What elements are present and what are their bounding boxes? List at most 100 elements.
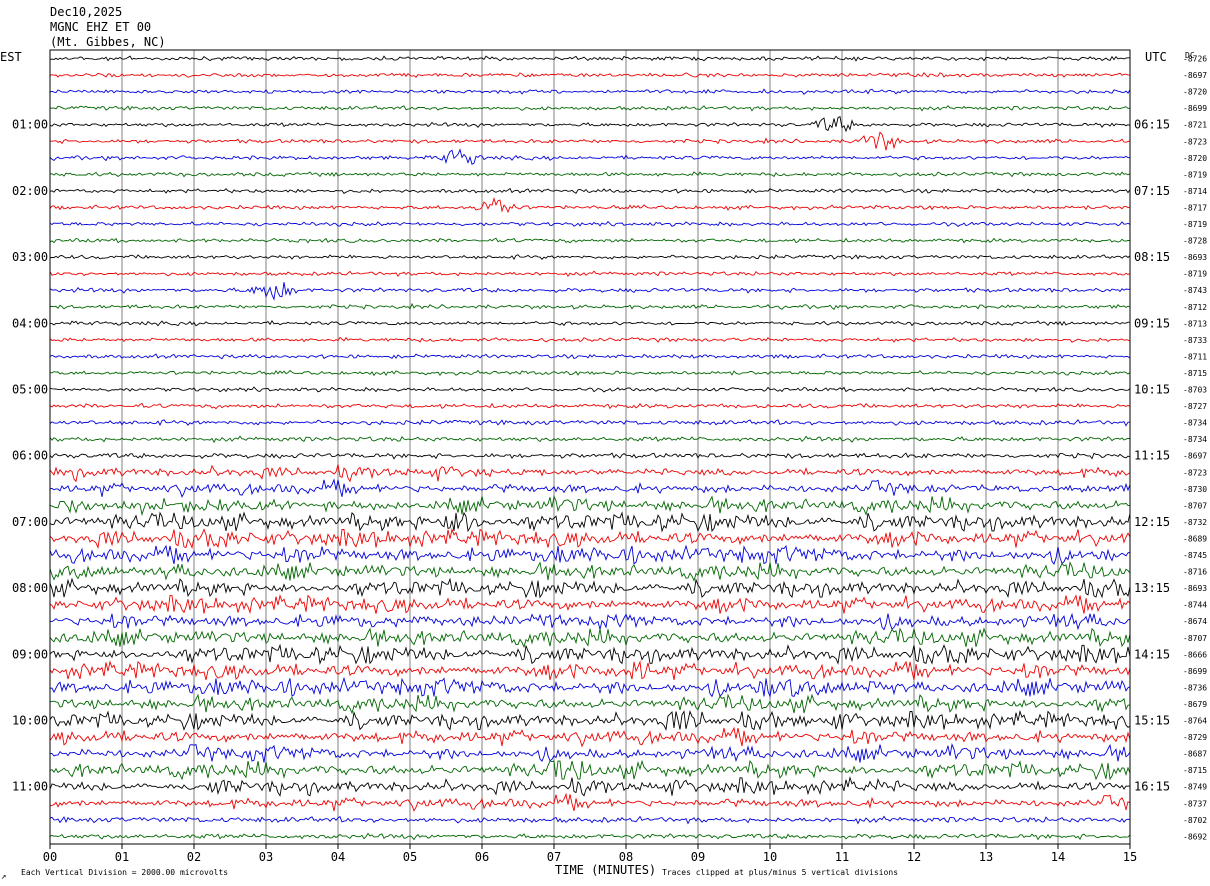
- x-tick-label-09: 09: [691, 850, 705, 864]
- right-hour-label: 14:15: [1134, 647, 1170, 661]
- dc-offset-label: -8692: [1183, 832, 1207, 841]
- trace-row-36: [49, 627, 1131, 649]
- trace-row-46: [49, 792, 1131, 812]
- trace-row-5: [49, 116, 1131, 133]
- right-hour-label: 12:15: [1134, 515, 1170, 529]
- dc-offset-label: -8736: [1183, 683, 1207, 692]
- trace-row-37: [49, 643, 1131, 666]
- dc-offset-label: -8707: [1183, 634, 1207, 643]
- left-hour-label: 09:00: [12, 647, 48, 661]
- grid-lines: [121, 50, 1059, 844]
- x-tick-label-11: 11: [835, 850, 849, 864]
- dc-offset-label: -8697: [1183, 71, 1207, 80]
- right-hour-label: 07:15: [1134, 184, 1170, 198]
- dc-offset-label: -8699: [1183, 104, 1207, 113]
- scale-note: Each Vertical Division = 2000.00 microvo…: [21, 868, 228, 877]
- x-tick-label-06: 06: [475, 850, 489, 864]
- trace-row-13: [49, 254, 1131, 260]
- trace-row-8: [49, 171, 1131, 178]
- dc-offset-label: -8764: [1183, 717, 1207, 726]
- trace-row-9: [49, 187, 1131, 194]
- trace-row-24: [49, 435, 1131, 444]
- dc-offset-label: -8734: [1183, 419, 1207, 428]
- trace-row-4: [49, 105, 1131, 112]
- dc-offset-label: -8702: [1183, 816, 1207, 825]
- dc-offset-label: -8715: [1183, 766, 1207, 775]
- dc-offset-label: -8719: [1183, 220, 1207, 229]
- trace-row-6: [49, 131, 1131, 151]
- trace-row-48: [49, 832, 1131, 841]
- dc-offset-label: -8693: [1183, 253, 1207, 262]
- trace-row-34: [49, 593, 1131, 615]
- dc-header-label: DC: [1185, 51, 1195, 60]
- dc-offset-label: -8723: [1183, 468, 1207, 477]
- trace-row-33: [49, 577, 1131, 599]
- dc-offset-label: -8711: [1183, 352, 1207, 361]
- dc-offset-label: -8666: [1183, 650, 1207, 659]
- trace-row-7: [49, 148, 1131, 165]
- dc-offset-label: -8733: [1183, 336, 1207, 345]
- dc-offset-label: -8689: [1183, 534, 1207, 543]
- x-tick-label-05: 05: [403, 850, 417, 864]
- dc-offset-label: -8743: [1183, 286, 1207, 295]
- dc-offset-label: -8715: [1183, 369, 1207, 378]
- right-hour-label: 15:15: [1134, 714, 1170, 728]
- dc-offset-label: -8693: [1183, 584, 1207, 593]
- trace-row-44: [49, 759, 1131, 781]
- label-layer: 00 01 02 03 04 05 06 07 08 09 10 11 12 13 14 15 -8726 -86…: [12, 55, 1207, 865]
- left-hour-label: 03:00: [12, 250, 48, 264]
- trace-row-30: [49, 527, 1131, 550]
- trace-row-1: [49, 55, 1130, 62]
- trace-row-23: [49, 419, 1130, 427]
- x-tick-label-12: 12: [907, 850, 921, 864]
- trace-row-42: [49, 726, 1131, 748]
- left-hour-label: 02:00: [12, 184, 48, 198]
- x-tick-label-14: 14: [1051, 850, 1065, 864]
- x-tick-label-04: 04: [331, 850, 345, 864]
- right-timezone-label: UTC: [1145, 50, 1167, 64]
- trace-row-35: [50, 612, 1131, 631]
- dc-offset-label: -8713: [1183, 319, 1207, 328]
- right-hour-label: 08:15: [1134, 250, 1170, 264]
- trace-row-2: [49, 72, 1131, 78]
- corner-mark: ↗: [1, 872, 6, 882]
- dc-offset-label: -8714: [1183, 187, 1207, 196]
- dc-offset-label: -8726: [1183, 55, 1207, 64]
- left-hour-label: 06:00: [12, 449, 48, 463]
- right-hour-label: 16:15: [1134, 780, 1170, 794]
- header-station: MGNC EHZ ET 00: [50, 20, 151, 34]
- trace-row-22: [49, 402, 1131, 410]
- x-tick-label-13: 13: [979, 850, 993, 864]
- trace-row-26: [49, 464, 1131, 483]
- dc-offset-label: -8723: [1183, 137, 1207, 146]
- dc-offset-label: -8744: [1183, 601, 1207, 610]
- dc-offset-label: -8730: [1183, 485, 1207, 494]
- x-axis-label: TIME (MINUTES): [555, 863, 656, 877]
- trace-row-14: [49, 270, 1131, 278]
- trace-row-10: [49, 196, 1131, 214]
- dc-offset-label: -8737: [1183, 799, 1207, 808]
- trace-row-28: [49, 494, 1131, 517]
- dc-offset-label: -8719: [1183, 170, 1207, 179]
- trace-row-31: [49, 544, 1131, 565]
- dc-offset-label: -8734: [1183, 435, 1207, 444]
- trace-row-38: [49, 660, 1131, 681]
- dc-offset-label: -8687: [1183, 750, 1207, 759]
- trace-row-19: [49, 353, 1131, 360]
- dc-offset-label: -8749: [1183, 783, 1207, 792]
- left-hour-label: 08:00: [12, 581, 48, 595]
- dc-offset-label: -8728: [1183, 237, 1207, 246]
- right-hour-label: 06:15: [1134, 118, 1170, 132]
- dc-offset-label: -8697: [1183, 452, 1207, 461]
- trace-row-20: [49, 369, 1131, 377]
- dc-offset-label: -8716: [1183, 568, 1207, 577]
- x-tick-label-02: 02: [187, 850, 201, 864]
- trace-layer: [49, 55, 1131, 841]
- trace-row-43: [49, 743, 1131, 763]
- dc-offset-label: -8717: [1183, 203, 1207, 212]
- x-tick-label-10: 10: [763, 850, 777, 864]
- plot-frame: [49, 49, 1131, 845]
- right-hour-label: 10:15: [1134, 383, 1170, 397]
- dc-offset-label: -8729: [1183, 733, 1207, 742]
